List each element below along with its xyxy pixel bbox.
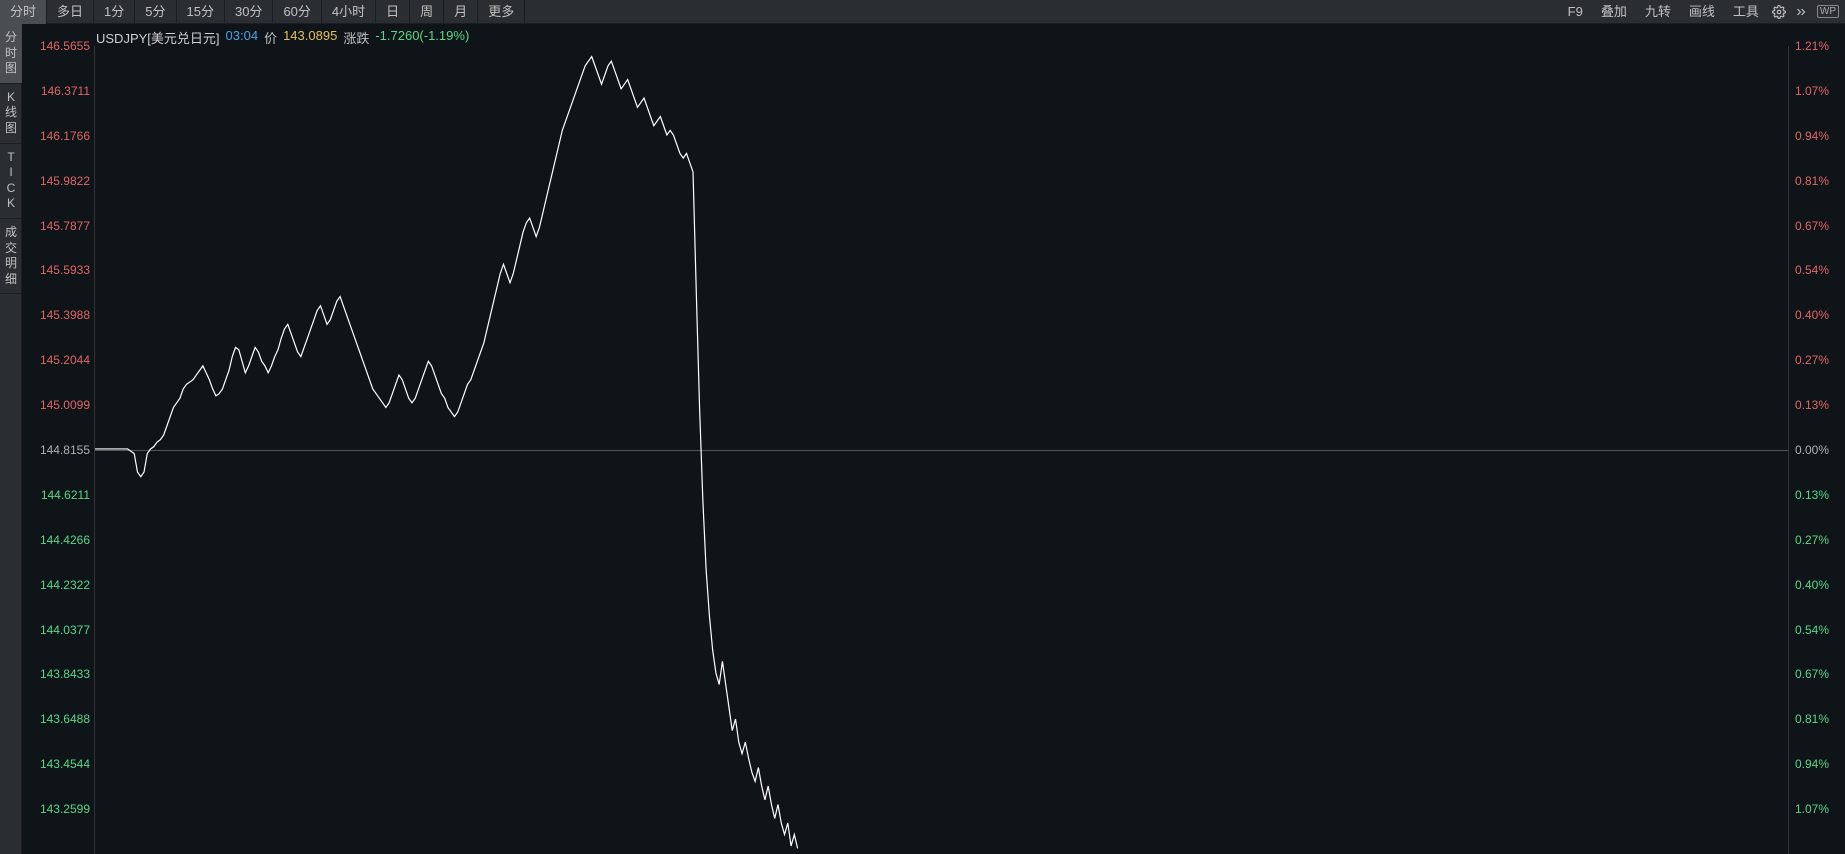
- y-tick-right: 0.13%: [1795, 489, 1829, 501]
- side-tab[interactable]: K 线 图: [0, 84, 22, 144]
- timeframe-tab[interactable]: 月: [444, 0, 478, 24]
- y-axis-left: 146.5655 146.3711 146.1766 145.9822 145.7877…: [22, 24, 94, 854]
- info-change: -1.7260(-1.19%): [375, 28, 469, 47]
- overlay-button[interactable]: 叠加: [1593, 0, 1635, 24]
- info-price: 143.0895: [283, 28, 337, 47]
- y-tick-left: 143.2599: [40, 803, 90, 815]
- timeframe-tab[interactable]: 60分: [273, 0, 321, 24]
- draw-line-button[interactable]: 画线: [1681, 0, 1723, 24]
- timeframe-tab[interactable]: 日: [376, 0, 410, 24]
- main-area: 分 时 图K 线 图T I C K成 交 明 细 USDJPY[美元兑日元] 0…: [0, 24, 1845, 854]
- y-tick-left: 145.7877: [40, 220, 90, 232]
- y-tick-right: 0.54%: [1795, 264, 1829, 276]
- price-label: 价: [264, 28, 277, 47]
- y-tick-left: 145.0099: [40, 399, 90, 411]
- y-tick-left: 144.8155: [40, 444, 90, 456]
- y-tick-left: 144.6211: [41, 489, 90, 501]
- timeframe-tab[interactable]: 15分: [177, 0, 225, 24]
- nine-turn-button[interactable]: 九转: [1637, 0, 1679, 24]
- top-toolbar: 分时多日1分5分15分30分60分4小时日周月更多 F9 叠加 九转 画线 工具…: [0, 0, 1845, 24]
- y-tick-left: 146.3711: [41, 85, 90, 97]
- timeframe-tab[interactable]: 4小时: [322, 0, 376, 24]
- y-tick-left: 145.2044: [40, 354, 90, 366]
- y-tick-left: 143.8433: [40, 668, 90, 680]
- chart-area[interactable]: USDJPY[美元兑日元] 03:04 价 143.0895 涨跌 -1.726…: [22, 24, 1845, 854]
- y-tick-right: 1.07%: [1795, 803, 1829, 815]
- symbol-name: USDJPY[美元兑日元]: [96, 28, 220, 47]
- y-tick-left: 143.6488: [40, 713, 90, 725]
- y-tick-left: 145.5933: [40, 264, 90, 276]
- change-label: 涨跌: [343, 28, 369, 47]
- y-tick-left: 146.5655: [40, 40, 90, 52]
- y-tick-right: 0.40%: [1795, 309, 1829, 321]
- y-tick-right: 0.54%: [1795, 624, 1829, 636]
- y-tick-left: 146.1766: [40, 130, 90, 142]
- timeframe-tab[interactable]: 30分: [225, 0, 273, 24]
- wp-badge: WP: [1817, 5, 1839, 18]
- y-tick-left: 144.4266: [40, 534, 90, 546]
- y-tick-left: 144.2322: [40, 579, 90, 591]
- timeframe-tabs: 分时多日1分5分15分30分60分4小时日周月更多: [0, 0, 1560, 24]
- side-tab[interactable]: 成 交 明 细: [0, 219, 22, 294]
- y-axis-right: 1.21% 1.07% 0.94% 0.81% 0.67% 0.54% 0.40% 0.27%…: [1789, 24, 1845, 854]
- gear-icon[interactable]: [1769, 0, 1789, 24]
- y-tick-right: 0.81%: [1795, 713, 1829, 725]
- timeframe-tab[interactable]: 5分: [135, 0, 176, 24]
- y-tick-right: 0.27%: [1795, 354, 1829, 366]
- y-tick-left: 144.0377: [40, 624, 90, 636]
- f9-button[interactable]: F9: [1560, 0, 1591, 24]
- timeframe-tab[interactable]: 多日: [47, 0, 94, 24]
- y-tick-right: 1.07%: [1795, 85, 1829, 97]
- side-tabs: 分 时 图K 线 图T I C K成 交 明 细: [0, 24, 22, 854]
- y-tick-right: 0.00%: [1795, 444, 1829, 456]
- side-tab[interactable]: 分 时 图: [0, 24, 22, 84]
- y-tick-left: 143.4544: [40, 758, 90, 770]
- tools-button[interactable]: 工具: [1725, 0, 1767, 24]
- y-tick-right: 0.81%: [1795, 175, 1829, 187]
- chart-plot[interactable]: [94, 46, 1789, 854]
- y-tick-left: 145.9822: [40, 175, 90, 187]
- y-tick-right: 0.67%: [1795, 668, 1829, 680]
- price-line: [95, 46, 1788, 854]
- timeframe-tab[interactable]: 分时: [0, 0, 47, 24]
- timeframe-tab[interactable]: 周: [410, 0, 444, 24]
- y-tick-right: 0.40%: [1795, 579, 1829, 591]
- y-tick-right: 0.94%: [1795, 758, 1829, 770]
- more-icon[interactable]: [1791, 0, 1811, 24]
- y-tick-right: 0.13%: [1795, 399, 1829, 411]
- info-bar: USDJPY[美元兑日元] 03:04 价 143.0895 涨跌 -1.726…: [96, 28, 469, 47]
- y-tick-right: 0.67%: [1795, 220, 1829, 232]
- y-tick-right: 0.27%: [1795, 534, 1829, 546]
- timeframe-tab[interactable]: 1分: [94, 0, 135, 24]
- timeframe-tab[interactable]: 更多: [478, 0, 525, 24]
- y-tick-left: 145.3988: [40, 309, 90, 321]
- info-time: 03:04: [226, 28, 259, 47]
- y-tick-right: 1.21%: [1795, 40, 1829, 52]
- toolbar-right: F9 叠加 九转 画线 工具 WP: [1560, 0, 1845, 24]
- side-tab[interactable]: T I C K: [0, 144, 22, 219]
- y-tick-right: 0.94%: [1795, 130, 1829, 142]
